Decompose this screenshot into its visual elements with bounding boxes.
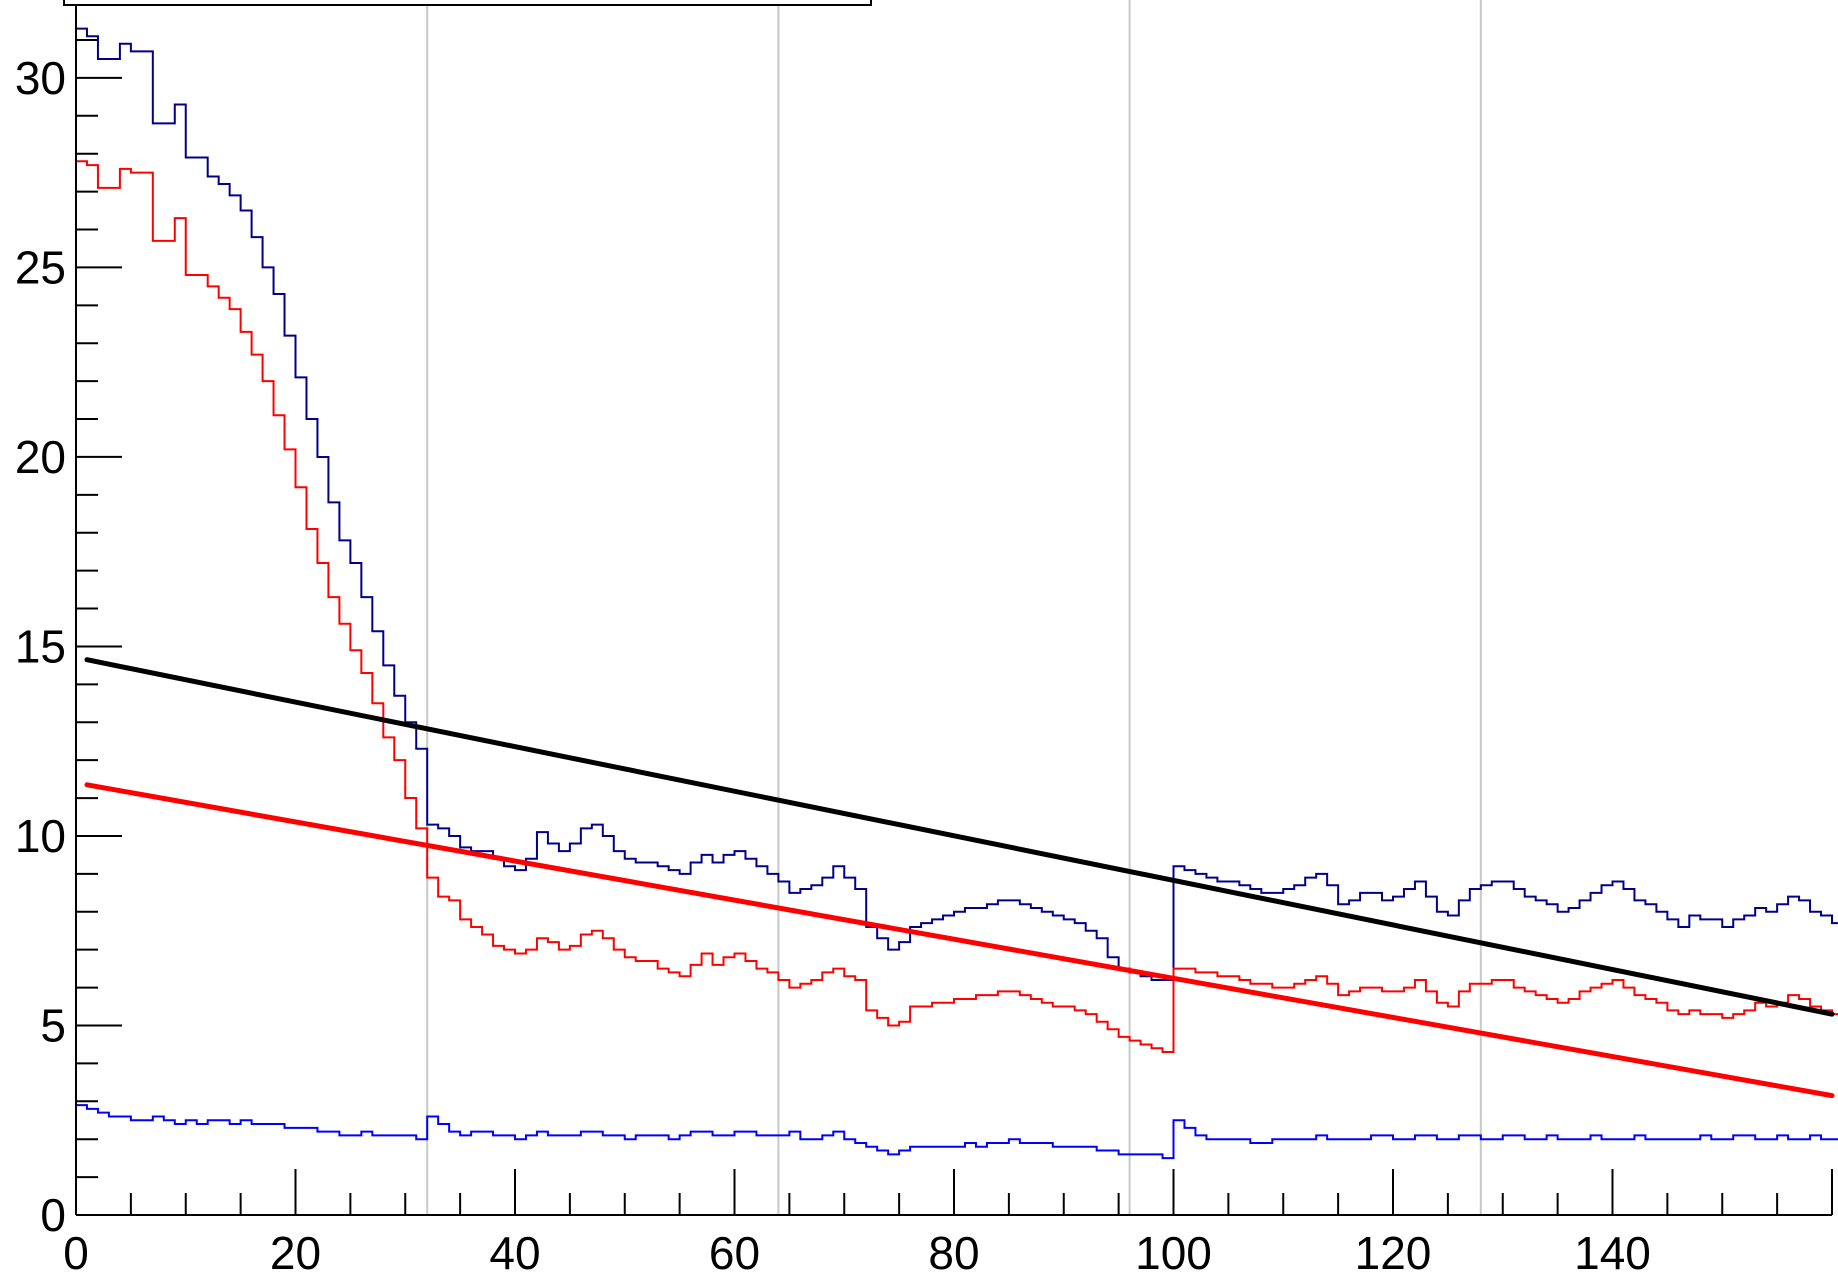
axes-layer — [75, 0, 1833, 1216]
x-tick-label: 100 — [1135, 1227, 1212, 1277]
fit-line-4 — [84, 782, 1835, 1099]
x-tick-label: 40 — [489, 1227, 540, 1277]
gridlines — [426, 0, 1482, 1215]
x-tick-label: 60 — [709, 1227, 760, 1277]
y-tick-label: 10 — [15, 810, 66, 862]
y-tick-label: 5 — [40, 999, 66, 1051]
y-tick-label: 15 — [15, 620, 66, 672]
y-tick-label: 25 — [15, 241, 66, 293]
tick-labels: 0 20 40 60 80 100 120 140 0 5 10 15 20 25 30 — [15, 52, 1651, 1277]
series-layer — [76, 27, 1838, 1160]
y-tick-label: 30 — [15, 52, 66, 104]
y-tick-label: 0 — [40, 1189, 66, 1241]
x-tick-label: 20 — [270, 1227, 321, 1277]
step-series-1 — [76, 160, 1838, 1054]
x-tick-label: 140 — [1574, 1227, 1651, 1277]
fit-line-3 — [84, 657, 1835, 1017]
x-tick-label: 0 — [63, 1227, 89, 1277]
x-tick-label: 80 — [928, 1227, 979, 1277]
legend-box-fragment — [63, 0, 872, 6]
y-tick-label: 20 — [15, 431, 66, 483]
step-series-2 — [76, 1104, 1838, 1160]
step-series-0 — [76, 27, 1838, 981]
x-tick-label: 120 — [1355, 1227, 1432, 1277]
